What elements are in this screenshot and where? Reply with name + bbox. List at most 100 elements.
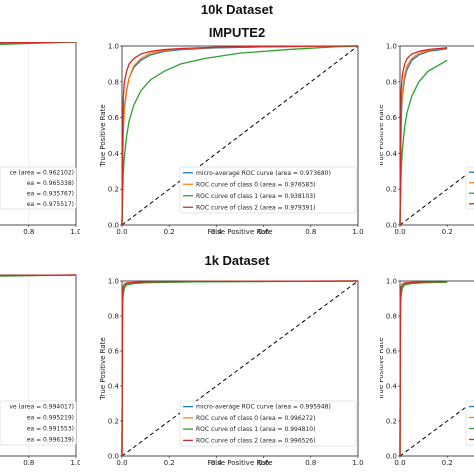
legend-entry: ce (area = 0.962102): [10, 169, 74, 176]
legend-box: [179, 400, 357, 447]
roc-panel-bottom-left: 0.8 1.0 ve (area = 0.994017) ea = 0.995219)…: [0, 274, 81, 467]
y-tick-label: 0.6: [108, 114, 120, 122]
legend-entry: micro-average ROC curve (area = 0.973680…: [196, 170, 331, 177]
legend-entry: ve (area = 0.994017): [9, 404, 74, 411]
y-axis-label: True Positive Rate: [99, 104, 107, 167]
legend-box-cropped: [465, 400, 474, 446]
y-tick-label: 1.0: [108, 278, 119, 286]
axes-frame: [399, 280, 474, 457]
y-tick-label: 0.4: [386, 150, 398, 158]
chance-diagonal-line: [399, 168, 474, 226]
legend-entry: ROC curve of class 2 (area = 0.979391): [196, 204, 315, 211]
y-tick-label: 0.0: [108, 453, 119, 461]
legend-entry: ea = 0.996139): [27, 437, 74, 444]
x-tick-label: 0.2: [164, 228, 175, 236]
y-tick-label: 0.6: [386, 114, 398, 122]
y-tick-label: 0.2: [386, 418, 397, 426]
legend-entry: ROC curve of class 1 (area = 0.994810): [196, 426, 315, 433]
x-tick-label: 0.0: [394, 459, 405, 467]
legend-entry: ROC curve of class 2 (area = 0.996526): [196, 437, 315, 444]
y-axis-label: True Positive Rate: [99, 337, 107, 400]
roc-curve-micro: [399, 48, 448, 226]
legend-entry: micro-average ROC curve (area = 0.995948…: [196, 404, 331, 411]
x-tick-label: 0.8: [23, 459, 34, 467]
y-axis-label: True Positive Rate: [377, 104, 385, 167]
x-tick-label: 0.2: [442, 459, 453, 467]
y-tick-label: 1.0: [386, 278, 397, 286]
y-tick-label: 0.0: [386, 453, 397, 461]
x-tick-label: 1.0: [352, 228, 363, 236]
chance-diagonal-line: [399, 400, 474, 457]
x-tick-label: 0.6: [258, 459, 270, 467]
legend-entry: ea = 0.991553): [27, 426, 74, 433]
chance-diagonal-line: [121, 45, 359, 226]
roc-panel-bottom-right: 0.0 0.2 0.0 0.2 0.4 0.6 0.8 1.0 True Positive Ra…: [377, 278, 474, 467]
title-1k-dataset: 1k Dataset: [204, 253, 270, 268]
roc-curve-class2: [121, 45, 359, 226]
y-tick-label: 0.4: [108, 383, 120, 391]
x-tick-label: 0.0: [116, 459, 127, 467]
legend-entry: ROC curve of class 0 (area = 0.976583): [196, 181, 315, 188]
x-tick-label: 1.0: [70, 228, 81, 236]
roc-curve-class2: [121, 280, 359, 457]
x-tick-label: 0.4: [211, 228, 223, 236]
title-impute2: IMPUTE2: [209, 25, 265, 40]
x-axis-label: False Positive Rate: [207, 459, 272, 467]
roc-curve-micro: [399, 281, 448, 457]
roc-curve-class2: [0, 274, 77, 277]
roc-curve-class2: [0, 42, 77, 44]
roc-panel-bottom-center: 0.0 0.2 0.4 0.6 0.8 1.0 0.0 0.2 0.4 0.6 0.8 1.0 Fals…: [99, 278, 364, 468]
y-tick-label: 0.4: [386, 383, 398, 391]
roc-curve-class2: [399, 47, 448, 226]
y-tick-label: 0.8: [108, 78, 119, 86]
y-axis-label: True Positive Rate: [377, 337, 385, 400]
roc-curve-class0: [399, 281, 448, 457]
legend-entry: ROC curve of class 1 (area = 0.938103): [196, 193, 315, 200]
legend-entry: ea = 0.975517): [27, 201, 74, 208]
legend-box-cropped: [465, 166, 474, 210]
legend-entry: ea = 0.995219): [27, 415, 74, 422]
y-tick-label: 0.8: [386, 78, 397, 86]
axes-frame: [121, 45, 359, 226]
legend-entry: ROC curve of class 0 (area = 0.996272): [196, 415, 315, 422]
x-tick-label: 0.4: [211, 459, 223, 467]
x-axis-label: False Positive Rate: [207, 228, 272, 236]
y-tick-label: 0.8: [386, 313, 397, 321]
y-tick-label: 0.2: [108, 186, 119, 194]
title-10k-dataset: 10k Dataset: [201, 2, 274, 17]
x-tick-label: 1.0: [70, 459, 81, 467]
y-tick-label: 0.4: [108, 150, 120, 158]
axes-frame: [0, 274, 77, 457]
roc-panel-top-center: 0.0 0.2 0.4 0.6 0.8 1.0 0.0 0.2 0.4 0.6 0.8 1.0 Fals…: [99, 43, 364, 237]
roc-panel-top-left: 0.8 1.0 ce (area = 0.962102) ea = 0.965338)…: [0, 42, 81, 236]
x-tick-label: 0.8: [305, 228, 316, 236]
roc-curve-class2: [399, 280, 448, 457]
roc-curve-class1: [121, 45, 359, 226]
legend-entry: ea = 0.935767): [27, 190, 74, 197]
y-tick-label: 1.0: [386, 43, 397, 51]
y-tick-label: 0.0: [386, 222, 397, 230]
legend-entry: ea = 0.965338): [27, 180, 74, 187]
x-tick-label: 0.0: [116, 228, 127, 236]
roc-curve-class1: [399, 281, 448, 457]
x-tick-label: 0.8: [23, 228, 34, 236]
x-tick-label: 0.8: [305, 459, 316, 467]
roc-panels: 0.8 1.0 ce (area = 0.962102) ea = 0.965338)…: [0, 42, 474, 467]
y-tick-label: 0.6: [108, 348, 120, 356]
roc-panel-top-right: 0.0 0.2 0.0 0.2 0.4 0.6 0.8 1.0 True Positive Ra…: [377, 43, 474, 236]
x-tick-label: 0.0: [394, 228, 405, 236]
axes-frame: [0, 42, 77, 226]
x-tick-label: 1.0: [352, 459, 363, 467]
axes-frame: [399, 45, 474, 226]
legend-box: [0, 166, 77, 210]
x-tick-label: 0.6: [258, 228, 270, 236]
legend-box: [179, 166, 357, 214]
x-tick-label: 0.2: [442, 228, 453, 236]
y-tick-label: 0.6: [386, 348, 398, 356]
x-tick-label: 0.2: [164, 459, 175, 467]
y-tick-label: 0.2: [386, 186, 397, 194]
y-tick-label: 0.8: [108, 313, 119, 321]
y-tick-label: 0.2: [108, 418, 119, 426]
roc-curve-class0: [399, 47, 448, 226]
